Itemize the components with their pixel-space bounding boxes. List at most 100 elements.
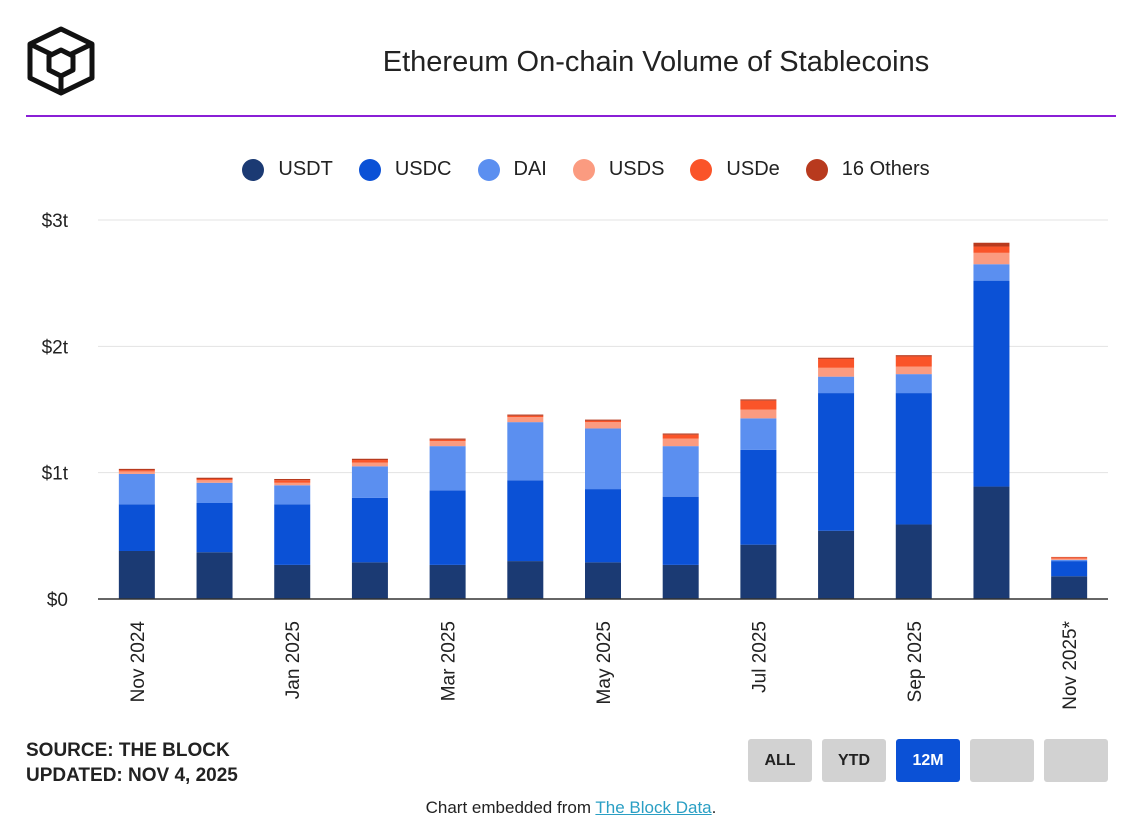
chart-legend: USDT USDC DAI USDS USDe 16 Others xyxy=(0,158,1142,181)
bar-usdc-10: Sep 2025 USDC: 1.04 xyxy=(895,393,932,525)
bar-usds-12: Nov 2025* USDS: 0.01 xyxy=(1051,558,1088,560)
bar-16-others-7: Jun 2025 16 Others: 0.01 xyxy=(662,433,699,435)
title-divider xyxy=(26,115,1116,117)
y-tick-label: $0 xyxy=(47,590,68,611)
the-block-data-link[interactable]: The Block Data xyxy=(595,798,712,817)
bar-usdc-4: Mar 2025 USDC: 0.59 xyxy=(429,490,466,565)
bar-usds-0: Nov 2024 USDS: 0.02 xyxy=(118,471,155,474)
legend-swatch xyxy=(477,158,500,181)
y-tick-label: $2t xyxy=(42,337,69,358)
bar-usds-1: Dec 2024 USDS: 0.02 xyxy=(196,480,233,483)
legend-item-16-others[interactable]: 16 Others xyxy=(805,158,930,181)
source-info: SOURCE: THE BLOCK UPDATED: NOV 4, 2025 xyxy=(26,738,238,788)
bar-usdt-4: Mar 2025 USDT: 0.27 xyxy=(429,564,466,599)
bar-16-others-6: May 2025 16 Others: 0.01 xyxy=(585,419,621,421)
bar-usdc-9: Aug 2025 USDC: 1.09 xyxy=(818,393,855,531)
bar-dai-10: Sep 2025 DAI: 0.15 xyxy=(895,374,932,394)
bar-usdt-7: Jun 2025 USDT: 0.27 xyxy=(662,564,699,599)
bar-dai-5: Apr 2025 DAI: 0.46 xyxy=(507,422,544,481)
source-label: SOURCE: THE BLOCK xyxy=(26,740,230,761)
x-tick-label: Sep 2025 xyxy=(905,621,926,702)
bar-usde-1: Dec 2024 USDe: 0.01 xyxy=(196,478,233,481)
the-block-logo-icon xyxy=(27,26,95,96)
bar-16-others-0: Nov 2024 16 Others: 0.01 xyxy=(118,468,155,471)
bar-usdc-5: Apr 2025 USDC: 0.64 xyxy=(507,480,544,562)
range-button-all[interactable]: ALL xyxy=(748,739,812,782)
legend-swatch xyxy=(358,158,381,181)
range-button-blank-2[interactable] xyxy=(1044,739,1108,782)
embed-prefix: Chart embedded from xyxy=(425,798,596,817)
bar-usdc-0: Nov 2024 USDC: 0.37 xyxy=(118,504,155,551)
bar-usds-4: Mar 2025 USDS: 0.04 xyxy=(429,441,466,447)
legend-label: USDT xyxy=(278,158,333,180)
legend-item-usds[interactable]: USDS xyxy=(572,158,665,181)
y-tick-label: $3t xyxy=(42,211,69,232)
legend-label: USDC xyxy=(394,158,452,180)
bar-dai-8: Jul 2025 DAI: 0.25 xyxy=(740,418,777,450)
bar-16-others-4: Mar 2025 16 Others: 0.01 xyxy=(429,438,466,440)
bar-dai-11: Oct 2025 DAI: 0.13 xyxy=(973,264,1010,281)
bar-usdc-7: Jun 2025 USDC: 0.54 xyxy=(662,496,699,565)
bar-dai-6: May 2025 DAI: 0.48 xyxy=(585,428,621,490)
bar-usde-11: Oct 2025 USDe: 0.05 xyxy=(973,246,1010,253)
x-tick-label: Mar 2025 xyxy=(439,621,460,701)
range-button-blank-1[interactable] xyxy=(970,739,1034,782)
legend-label: DAI xyxy=(513,158,547,180)
bar-usdc-12: Nov 2025* USDC: 0.12 xyxy=(1051,561,1088,577)
bar-usde-3: Feb 2025 USDe: 0.02 xyxy=(351,460,388,463)
bar-usds-11: Oct 2025 USDS: 0.09 xyxy=(973,252,1010,265)
bar-usde-10: Sep 2025 USDe: 0.08 xyxy=(895,356,932,367)
updated-label: UPDATED: NOV 4, 2025 xyxy=(26,765,238,786)
bar-usds-6: May 2025 USDS: 0.05 xyxy=(585,422,621,429)
bar-usds-2: Jan 2025 USDS: 0.02 xyxy=(274,482,311,486)
bar-usdt-0: Nov 2024 USDT: 0.38 xyxy=(118,550,155,599)
bar-usde-12: Nov 2025* USDe: 0.01 xyxy=(1051,557,1088,559)
bar-usde-5: Apr 2025 USDe: 0.01 xyxy=(507,415,544,418)
x-tick-label: May 2025 xyxy=(594,621,615,704)
bar-dai-9: Aug 2025 DAI: 0.13 xyxy=(818,376,855,394)
legend-item-usde[interactable]: USDe xyxy=(690,158,780,181)
legend-swatch xyxy=(690,158,713,181)
bar-usdc-6: May 2025 USDC: 0.58 xyxy=(585,489,621,563)
bar-usdt-8: Jul 2025 USDT: 0.43 xyxy=(740,544,777,599)
bar-16-others-3: Feb 2025 16 Others: 0.01 xyxy=(351,458,388,461)
bar-usdc-2: Jan 2025 USDC: 0.48 xyxy=(274,504,311,565)
bar-usdt-6: May 2025 USDT: 0.29 xyxy=(585,562,621,599)
bar-16-others-10: Sep 2025 16 Others: 0.01 xyxy=(895,355,932,357)
bar-usdt-2: Jan 2025 USDT: 0.27 xyxy=(274,564,311,599)
legend-label: USDS xyxy=(608,158,665,180)
bar-usde-9: Aug 2025 USDe: 0.07 xyxy=(818,358,855,368)
bar-usdc-1: Dec 2024 USDC: 0.39 xyxy=(196,502,233,553)
bar-usdt-11: Oct 2025 USDT: 0.89 xyxy=(973,486,1010,599)
bar-usde-2: Jan 2025 USDe: 0.02 xyxy=(274,480,311,483)
legend-item-dai[interactable]: DAI xyxy=(477,158,547,181)
x-tick-label: Jul 2025 xyxy=(749,621,770,693)
bar-usds-10: Sep 2025 USDS: 0.06 xyxy=(895,366,932,375)
bar-dai-2: Jan 2025 DAI: 0.15 xyxy=(274,485,311,505)
x-tick-label: Nov 2024 xyxy=(128,621,149,703)
chart-title: Ethereum On-chain Volume of Stablecoins xyxy=(382,46,930,78)
range-selector: ALL YTD 12M xyxy=(748,739,1118,782)
range-button-12m[interactable]: 12M xyxy=(896,739,960,782)
bar-usdt-1: Dec 2024 USDT: 0.37 xyxy=(196,552,233,599)
bar-16-others-1: Dec 2024 16 Others: 0.01 xyxy=(196,477,233,479)
bar-dai-7: Jun 2025 DAI: 0.4 xyxy=(662,446,699,497)
bar-usde-4: Mar 2025 USDe: 0.01 xyxy=(429,439,466,442)
bar-usdt-12: Nov 2025* USDT: 0.18 xyxy=(1051,576,1088,599)
legend-swatch xyxy=(805,158,828,181)
legend-item-usdc[interactable]: USDC xyxy=(358,158,452,181)
legend-item-usdt[interactable]: USDT xyxy=(242,158,333,181)
bar-usdt-10: Sep 2025 USDT: 0.59 xyxy=(895,524,932,599)
bar-16-others-9: Aug 2025 16 Others: 0.01 xyxy=(818,357,855,359)
bar-usdc-8: Jul 2025 USDC: 0.75 xyxy=(740,449,777,545)
bar-usde-0: Nov 2024 USDe: 0.01 xyxy=(118,470,155,472)
range-button-ytd[interactable]: YTD xyxy=(822,739,886,782)
bar-usde-6: May 2025 USDe: 0.01 xyxy=(585,420,621,423)
bar-usde-8: Jul 2025 USDe: 0.07 xyxy=(740,400,777,410)
bar-usds-7: Jun 2025 USDS: 0.06 xyxy=(662,438,699,447)
legend-swatch xyxy=(242,158,265,181)
bar-usdc-11: Oct 2025 USDC: 1.63 xyxy=(973,280,1010,487)
legend-swatch xyxy=(572,158,595,181)
bar-usdt-5: Apr 2025 USDT: 0.3 xyxy=(507,561,544,599)
